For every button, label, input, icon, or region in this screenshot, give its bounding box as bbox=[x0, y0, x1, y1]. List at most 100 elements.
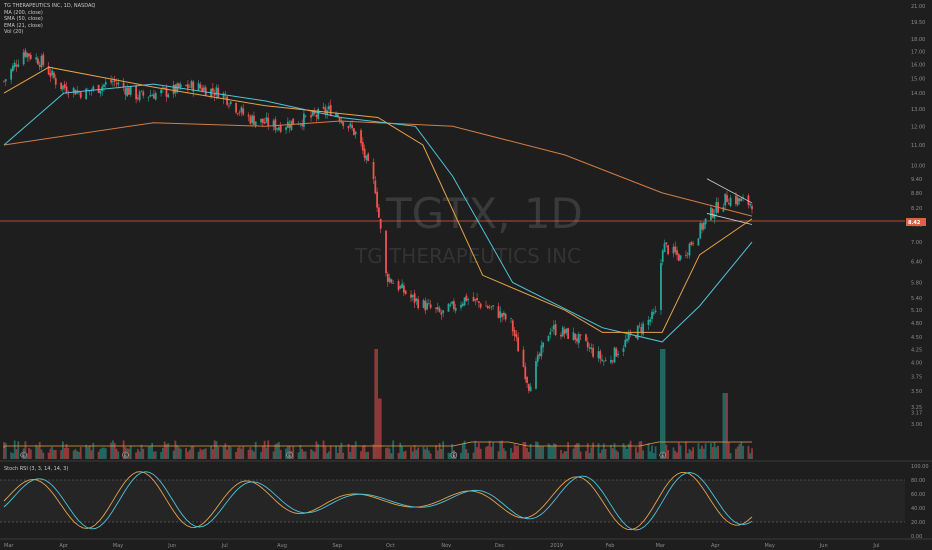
indicator-ema21[interactable]: EMA (21, close) bbox=[4, 22, 43, 29]
time-tick-label: Mar bbox=[4, 543, 14, 549]
candle-body bbox=[251, 115, 254, 123]
volume-bar bbox=[72, 450, 75, 459]
candle-body bbox=[197, 83, 200, 91]
volume-bar bbox=[690, 450, 693, 459]
candle-body bbox=[117, 82, 120, 85]
indicator-ma200[interactable]: MA (200, close) bbox=[4, 9, 43, 16]
volume-bar bbox=[211, 449, 214, 459]
volume-bar bbox=[622, 443, 625, 459]
candle-body bbox=[228, 105, 230, 107]
candle-body bbox=[627, 333, 630, 340]
volume-bar bbox=[311, 450, 314, 459]
volume-bar bbox=[574, 444, 577, 459]
candle-body bbox=[35, 57, 38, 60]
volume-bar bbox=[497, 451, 500, 459]
volume-bar bbox=[111, 440, 114, 459]
volume-bar bbox=[174, 440, 177, 459]
volume-bar bbox=[527, 451, 530, 459]
volume-bar bbox=[301, 448, 304, 459]
volume-bar bbox=[415, 449, 418, 459]
indicator-sma50[interactable]: SMA (50, close) bbox=[4, 16, 43, 22]
volume-bar bbox=[729, 453, 732, 459]
volume-bar bbox=[354, 441, 357, 459]
volume-bar bbox=[654, 446, 657, 459]
volume-bar bbox=[204, 448, 207, 459]
candle-body bbox=[217, 88, 220, 99]
volume-bar bbox=[122, 440, 125, 459]
volume-bar bbox=[651, 445, 653, 459]
candle-body bbox=[654, 310, 657, 313]
candle-body bbox=[265, 117, 268, 123]
volume-bar bbox=[652, 453, 655, 459]
candle-body bbox=[429, 304, 432, 308]
volume-bar bbox=[376, 349, 379, 459]
candle-body bbox=[676, 250, 678, 255]
volume-bar bbox=[488, 440, 491, 459]
candle-body bbox=[536, 355, 539, 362]
volume-bar bbox=[413, 445, 416, 459]
symbol-line[interactable]: TG THERAPEUTICS INC, 1D, NASDAQ bbox=[4, 3, 96, 9]
candle-body bbox=[704, 218, 707, 225]
candle-body bbox=[710, 207, 712, 221]
candle-body bbox=[24, 50, 27, 57]
volume-bar bbox=[702, 448, 705, 459]
candle-body bbox=[624, 339, 627, 347]
candle-body bbox=[104, 82, 107, 85]
volume-bar bbox=[136, 448, 139, 459]
volume-bar bbox=[363, 445, 366, 459]
time-tick-label: Apr bbox=[711, 543, 721, 549]
volume-bar bbox=[67, 448, 70, 459]
candle-body bbox=[49, 73, 52, 77]
volume-bar bbox=[615, 450, 618, 459]
volume-bar bbox=[201, 450, 204, 459]
candle-body bbox=[247, 114, 250, 117]
volume-bar bbox=[538, 446, 541, 459]
candle-body bbox=[51, 70, 54, 76]
volume-bar bbox=[610, 445, 612, 459]
volume-bar bbox=[742, 445, 744, 459]
volume-bar bbox=[151, 442, 154, 459]
candle-body bbox=[42, 54, 45, 65]
volume-bar bbox=[160, 451, 162, 459]
candle-body bbox=[651, 311, 653, 319]
volume-bar bbox=[42, 452, 45, 459]
candle-body bbox=[576, 338, 578, 342]
time-axis[interactable]: Mar Apr May Jun Jul Aug Sep Oct Nov Dec 2019 Feb Mar… bbox=[4, 543, 879, 549]
candle-body bbox=[463, 297, 466, 306]
volume-bar bbox=[713, 441, 716, 459]
volume-bar bbox=[436, 450, 439, 459]
volume-bar bbox=[485, 446, 487, 459]
volume-bar bbox=[279, 449, 282, 459]
candle-body bbox=[213, 93, 216, 96]
candle-body bbox=[502, 312, 505, 316]
price-axis[interactable]: 21.00 19.50 18.00 17.00 16.00 15.00 14.00 13.00… bbox=[911, 4, 925, 428]
volume-bar bbox=[427, 450, 430, 459]
candle-body bbox=[524, 366, 527, 380]
candle-body bbox=[510, 318, 512, 319]
candle-body bbox=[238, 112, 241, 114]
volume-bar bbox=[347, 443, 350, 459]
candle-body bbox=[713, 213, 716, 219]
oscillator-legend[interactable]: Stoch RSI (3, 3, 14, 14, 3) bbox=[4, 466, 69, 472]
stoch-tick-label: 20.00 bbox=[911, 520, 925, 526]
candle-body bbox=[179, 84, 182, 88]
volume-bar bbox=[547, 443, 550, 459]
candle-body bbox=[10, 69, 13, 80]
volume-bar bbox=[426, 447, 428, 459]
candle-body bbox=[240, 107, 243, 113]
indicator-volume[interactable]: Vol (20) bbox=[4, 29, 24, 35]
candle-body bbox=[111, 81, 114, 82]
volume-bar bbox=[29, 449, 32, 459]
volume-bar bbox=[215, 441, 218, 459]
volume-bar bbox=[222, 445, 225, 459]
volume-bar bbox=[238, 446, 241, 459]
candle-body bbox=[372, 161, 375, 180]
volume-bar bbox=[463, 440, 466, 459]
candle-body bbox=[186, 84, 189, 89]
volume-bar bbox=[103, 447, 105, 459]
volume-bar bbox=[449, 453, 452, 459]
volume-bar bbox=[661, 349, 664, 459]
volume-bar bbox=[447, 452, 450, 459]
